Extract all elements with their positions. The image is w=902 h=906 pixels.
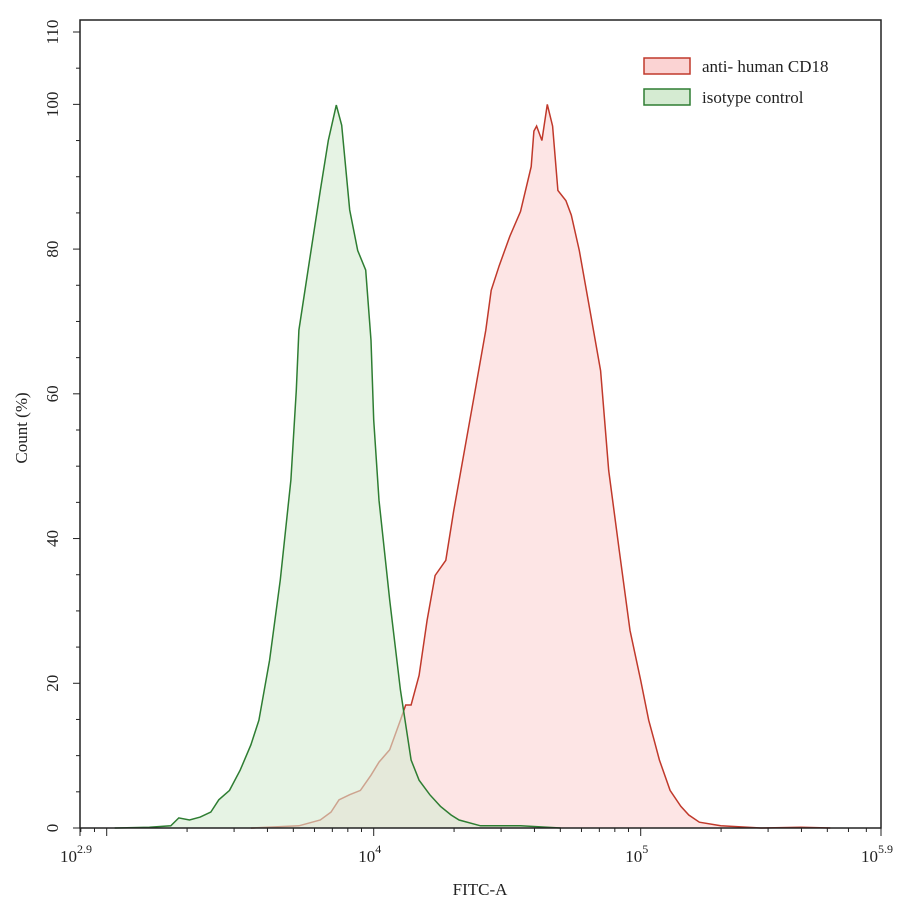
x-tick-label: 102.9: [60, 842, 92, 866]
y-tick-label: 80: [43, 241, 62, 258]
y-axis: 0 20 40 60 80 100 110: [43, 20, 80, 833]
legend: anti- human CD18 isotype control: [643, 57, 829, 107]
y-tick-label: 100: [43, 92, 62, 118]
series-layer: [114, 104, 831, 829]
y-tick-label: 60: [43, 385, 62, 402]
legend-label-isotype: isotype control: [702, 88, 804, 107]
x-tick-label: 105: [625, 842, 648, 866]
series-line-1: [114, 104, 561, 829]
y-tick-label: 110: [43, 20, 62, 45]
y-tick-label: 20: [43, 675, 62, 692]
x-axis: 102.9 104 105 105.9: [60, 828, 893, 866]
legend-swatch-cd18: [643, 57, 691, 75]
legend-item-cd18: anti- human CD18: [643, 57, 829, 76]
x-tick-label: 105.9: [861, 842, 893, 866]
y-axis-label: Count (%): [12, 392, 31, 463]
legend-swatch-isotype: [643, 88, 691, 106]
y-tick-label: 0: [43, 824, 62, 833]
series-fill-0: [250, 104, 831, 828]
legend-label-cd18: anti- human CD18: [702, 57, 829, 76]
legend-item-isotype: isotype control: [643, 88, 804, 107]
x-axis-label: FITC-A: [453, 880, 509, 899]
series-fill-1: [114, 105, 561, 829]
plot-frame: [79, 19, 882, 829]
x-tick-label: 104: [358, 842, 381, 866]
y-tick-label: 40: [43, 530, 62, 547]
